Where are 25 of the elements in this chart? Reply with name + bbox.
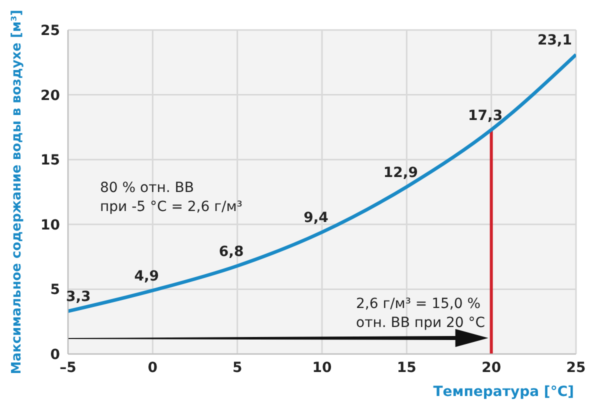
annotation: 2,6 г/м³ = 15,0 % отн. ВВ при 20 °C <box>356 296 486 331</box>
y-tick-label: 20 <box>40 88 60 104</box>
x-axis-title: Температура [°C] <box>433 384 574 400</box>
annotation: 80 % отн. ВВ при -5 °C = 2,6 г/м³ <box>100 180 242 215</box>
x-tick-label: 0 <box>148 360 158 376</box>
x-tick-label: 5 <box>232 360 242 376</box>
y-tick-label: 15 <box>40 152 60 169</box>
data-label: 23,1 <box>537 32 572 49</box>
x-tick-label: 20 <box>482 360 502 376</box>
data-label: 9,4 <box>304 210 329 226</box>
x-tick-label: 25 <box>566 360 586 376</box>
y-tick-label: 10 <box>40 217 60 234</box>
data-label: 17,3 <box>468 108 503 124</box>
data-label: 12,9 <box>383 164 418 181</box>
data-label: 3,3 <box>66 289 91 306</box>
line-series <box>68 52 576 313</box>
x-tick-label: 15 <box>396 360 416 376</box>
y-tick-label: 5 <box>50 282 60 298</box>
y-axis-title: Максимальное содержание воды в воздухе [м³] <box>10 10 25 374</box>
x-tick-label: –5 <box>60 360 76 376</box>
data-label: 6,8 <box>218 244 244 260</box>
y-tick-label: 0 <box>50 346 60 363</box>
x-tick-label: 10 <box>312 360 332 376</box>
y-tick-label: 25 <box>40 22 60 39</box>
data-label: 4,9 <box>134 268 160 284</box>
